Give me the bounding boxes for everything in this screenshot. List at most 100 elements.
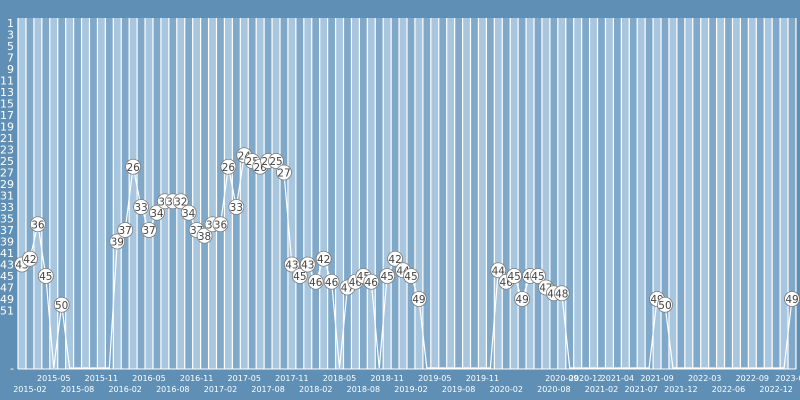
x-tick-label: 2018-08 <box>347 385 380 394</box>
column-band <box>295 18 304 369</box>
column-band <box>407 18 415 369</box>
data-label: 38 <box>198 231 211 243</box>
x-tick-label: 2017-08 <box>251 385 284 394</box>
data-label: 42 <box>388 254 401 266</box>
column-band <box>240 18 249 369</box>
x-tick-label: 2020-12 <box>569 374 602 383</box>
column-band <box>772 18 781 369</box>
column-band <box>708 18 717 369</box>
data-label: 44 <box>492 265 506 277</box>
y-tick-label: 33 <box>0 201 14 214</box>
column-band <box>557 18 566 369</box>
data-label: 49 <box>515 294 528 306</box>
column-band <box>279 18 288 369</box>
y-tick-label: 51 <box>0 305 14 318</box>
data-point <box>363 273 380 290</box>
column-band <box>272 18 280 369</box>
data-label: 43 <box>285 260 298 272</box>
y-tick-label: 11 <box>0 75 14 88</box>
column-band <box>327 18 336 369</box>
column-band <box>422 18 431 369</box>
column-band <box>57 18 66 369</box>
column-band <box>438 18 447 369</box>
data-point <box>657 296 673 313</box>
data-point <box>53 296 70 313</box>
data-label: 36 <box>214 219 228 231</box>
y-tick-label: 7 <box>7 52 14 65</box>
column-band <box>121 18 130 369</box>
column-band <box>446 18 455 369</box>
data-point <box>323 273 340 290</box>
x-tick-label: 2017-02 <box>204 385 237 394</box>
data-point <box>299 256 316 273</box>
column-band <box>152 18 161 369</box>
data-label: 34 <box>182 208 196 220</box>
data-point <box>125 158 142 175</box>
y-tick-label: 17 <box>0 109 14 122</box>
column-band <box>645 18 654 369</box>
data-point <box>220 158 237 175</box>
column-band <box>414 18 423 369</box>
column-band <box>756 18 765 369</box>
column-band <box>208 18 217 369</box>
x-tick-label: 2015-05 <box>37 374 70 383</box>
column-band <box>692 18 701 369</box>
data-label: 42 <box>23 254 36 266</box>
y-tick-label: 37 <box>0 224 14 237</box>
x-tick-label: 2019-05 <box>418 374 451 383</box>
column-band <box>748 18 757 369</box>
column-band <box>18 18 26 369</box>
data-point <box>276 164 292 181</box>
column-band <box>359 18 368 369</box>
x-tick-label: 2022-12 <box>759 385 792 394</box>
column-band <box>97 18 106 369</box>
column-band <box>684 18 693 369</box>
y-tick-label: 35 <box>0 213 14 226</box>
data-point <box>141 222 157 238</box>
column-band <box>613 18 622 369</box>
column-band <box>597 18 606 369</box>
data-point <box>180 204 197 221</box>
y-tick-label: 45 <box>0 270 14 283</box>
x-tick-label: 2022-03 <box>688 374 721 383</box>
column-band <box>311 18 320 369</box>
column-band <box>184 18 193 369</box>
y-tick-label: 19 <box>0 121 14 134</box>
data-label: 34 <box>150 208 164 220</box>
x-tick-label: 2020-08 <box>537 385 570 394</box>
x-tick-label: 2020-02 <box>490 385 523 394</box>
column-band <box>653 18 662 369</box>
y-tick-label: 5 <box>7 40 14 53</box>
x-tick-label: 2015-08 <box>61 385 94 394</box>
column-band <box>399 18 407 369</box>
column-band <box>113 18 122 369</box>
data-label: 33 <box>230 202 243 214</box>
x-tick-label: 2015-11 <box>85 374 118 383</box>
x-tick-label: 2018-05 <box>323 374 356 383</box>
column-band <box>629 18 638 369</box>
data-label: 48 <box>555 288 568 300</box>
data-point <box>379 268 396 284</box>
data-point <box>133 199 149 215</box>
column-band <box>780 18 789 369</box>
data-label: 46 <box>365 277 379 289</box>
column-band <box>478 18 487 369</box>
column-band <box>343 18 352 369</box>
x-tick-label: 2019-11 <box>466 374 499 383</box>
x-tick-label: 2021-09 <box>640 374 673 383</box>
column-band <box>589 18 598 369</box>
data-label: 39 <box>111 237 124 249</box>
column-band <box>391 18 400 369</box>
y-tick-label: 9 <box>7 63 14 76</box>
column-band <box>502 18 511 369</box>
data-label: 42 <box>317 254 330 266</box>
data-label: 32 <box>174 196 187 208</box>
data-label: 27 <box>277 168 290 180</box>
data-label: 37 <box>142 225 155 237</box>
data-point <box>172 193 189 210</box>
column-band <box>216 18 225 369</box>
data-label: 43 <box>301 260 314 272</box>
data-point <box>268 153 284 169</box>
x-tick-label: 2017-11 <box>275 374 308 383</box>
data-point <box>117 222 134 238</box>
